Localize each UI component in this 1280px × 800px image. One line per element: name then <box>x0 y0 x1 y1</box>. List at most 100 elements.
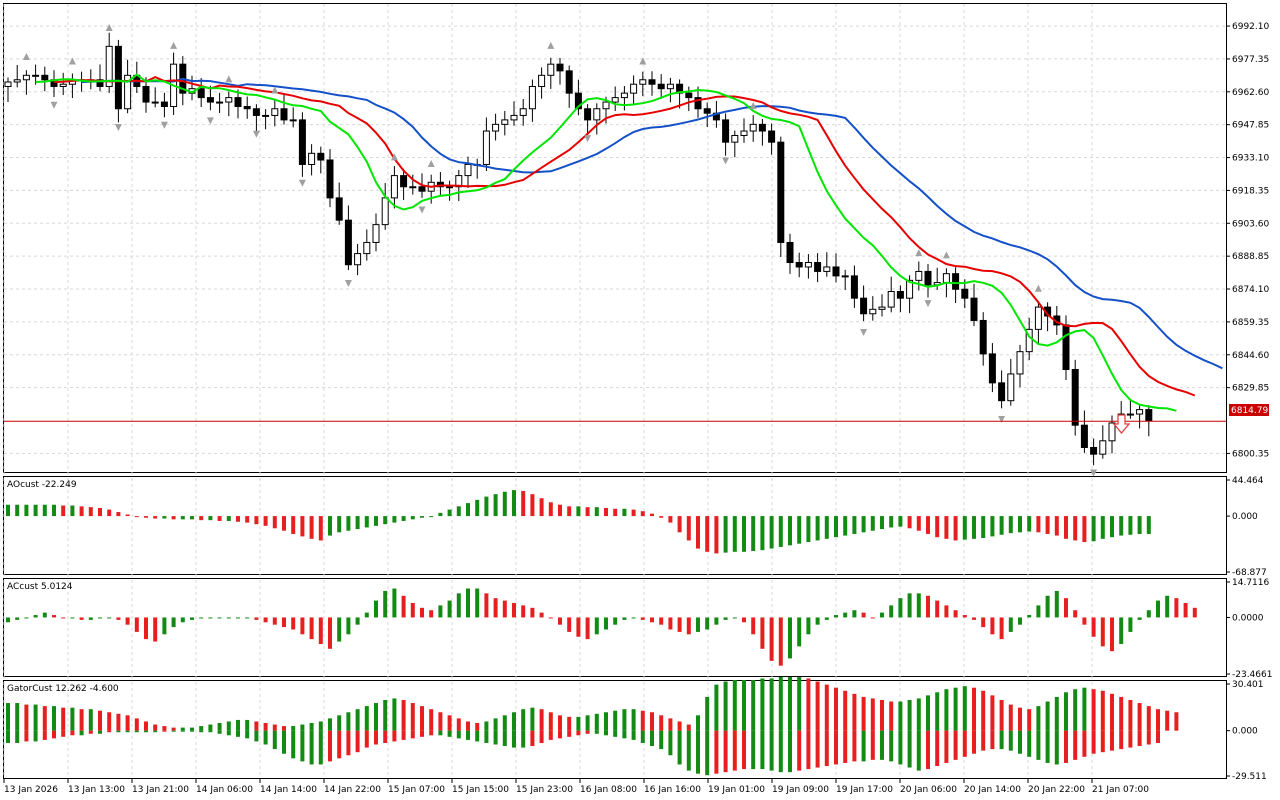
gator-bar-upper <box>622 709 627 731</box>
ao-bar <box>889 516 894 528</box>
fractal-down-icon <box>344 280 352 288</box>
ac-bar <box>162 617 167 635</box>
ac-bar <box>723 617 728 620</box>
gator-bar-upper <box>714 684 719 731</box>
gator-bar-upper <box>1036 706 1041 731</box>
gator-bar-upper <box>613 710 618 731</box>
gator-bar-lower <box>815 730 820 768</box>
gator-bar-upper <box>668 718 673 731</box>
gator-bar-upper <box>52 706 56 731</box>
gator-bar-lower <box>521 730 526 748</box>
bear-candle <box>556 63 564 72</box>
ao-bar <box>107 509 112 517</box>
ac-bar <box>1119 617 1124 644</box>
gator-bar-upper <box>79 709 84 731</box>
fractal-up-icon <box>271 86 279 94</box>
gator-bar-upper <box>778 676 783 731</box>
gator-bar-lower <box>1008 730 1013 751</box>
gator-bar-upper <box>1110 693 1114 731</box>
bear-candle <box>96 79 104 87</box>
bull-candle <box>354 253 362 266</box>
ac-bar <box>1045 595 1050 618</box>
gator-bar-upper <box>180 727 185 731</box>
bear-candle <box>142 85 150 103</box>
bull-candle <box>740 130 748 136</box>
bull-candle <box>620 92 628 99</box>
ao-panel[interactable] <box>3 476 1227 575</box>
ac-panel[interactable] <box>3 578 1227 677</box>
ao-bar <box>576 506 581 517</box>
gator-bar-lower <box>346 730 351 756</box>
gator-bar-upper <box>898 701 903 731</box>
ao-bar <box>1110 516 1114 538</box>
last-price-label: 6814.79 <box>1231 406 1268 416</box>
osc-tick-label: 30.401 <box>1232 680 1264 690</box>
ac-bar <box>254 617 259 620</box>
gator-bar-upper <box>889 701 894 731</box>
bull-candle <box>519 108 527 116</box>
ac-bar <box>972 617 976 620</box>
bear-candle <box>41 74 49 81</box>
ac-bar <box>558 617 562 625</box>
gator-bar-upper <box>190 727 194 731</box>
ac-bar <box>650 617 654 623</box>
ac-bar <box>98 617 102 619</box>
ao-bar <box>217 516 222 521</box>
gator-bar-lower <box>24 730 29 742</box>
ac-bar <box>640 617 645 620</box>
fractal-down-icon <box>160 121 168 129</box>
gator-bar-upper <box>861 696 866 731</box>
ao-bar <box>907 516 912 529</box>
ac-bar <box>530 607 535 618</box>
time-tick-label: 21 Jan 07:00 <box>1092 785 1149 795</box>
ao-bar <box>558 504 562 517</box>
gator-bar-upper <box>926 695 930 731</box>
gator-bar-upper <box>1018 707 1022 731</box>
bear-candle <box>758 123 766 132</box>
fractal-down-icon <box>206 117 214 125</box>
bear-candle <box>896 290 904 299</box>
gator-bar-upper <box>410 703 415 731</box>
ao-bar <box>778 516 783 547</box>
ac-bar <box>539 612 544 618</box>
gator-bar-upper <box>337 715 342 731</box>
ao-bar <box>898 516 903 527</box>
ao-bar <box>475 499 480 517</box>
price-panel[interactable] <box>3 3 1227 473</box>
ao-bar <box>990 516 995 537</box>
ac-bar <box>429 610 434 618</box>
gator-bar-lower <box>429 730 434 736</box>
gator-bar-lower <box>585 730 590 734</box>
ac-bar <box>861 612 866 618</box>
bull-candle <box>308 152 316 165</box>
bear-candle <box>344 219 352 266</box>
gator-bar-upper <box>907 699 912 731</box>
bull-candle <box>528 85 536 110</box>
bear-candle <box>574 92 582 110</box>
ao-bar <box>1137 516 1142 534</box>
gator-bar-lower <box>548 730 553 740</box>
gator-bar-upper <box>309 723 314 731</box>
gator-bar-lower <box>962 730 967 757</box>
bear-candle <box>400 175 408 188</box>
ac-title: ACcust 5.0124 <box>7 582 73 592</box>
gator-bar-lower <box>282 730 286 754</box>
price-tick-label: 6903.60 <box>1232 219 1269 229</box>
gator-bar-upper <box>282 726 286 731</box>
gator-bar-lower <box>953 730 958 760</box>
bull-candle <box>446 186 454 189</box>
gator-bar-upper <box>70 707 75 731</box>
bear-candle <box>1145 409 1153 422</box>
ac-bar <box>392 588 397 618</box>
time-tick-label: 15 Jan 15:00 <box>452 785 509 795</box>
gator-bar-lower <box>502 730 507 747</box>
gator-bar-lower <box>696 730 700 774</box>
gator-bar-lower <box>438 730 443 736</box>
time-tick-label: 14 Jan 14:00 <box>260 785 317 795</box>
gator-bar-lower <box>493 730 498 745</box>
ao-bar <box>512 490 516 517</box>
bull-candle <box>289 119 297 122</box>
ao-bar <box>236 516 240 522</box>
gator-bar-lower <box>337 730 342 759</box>
